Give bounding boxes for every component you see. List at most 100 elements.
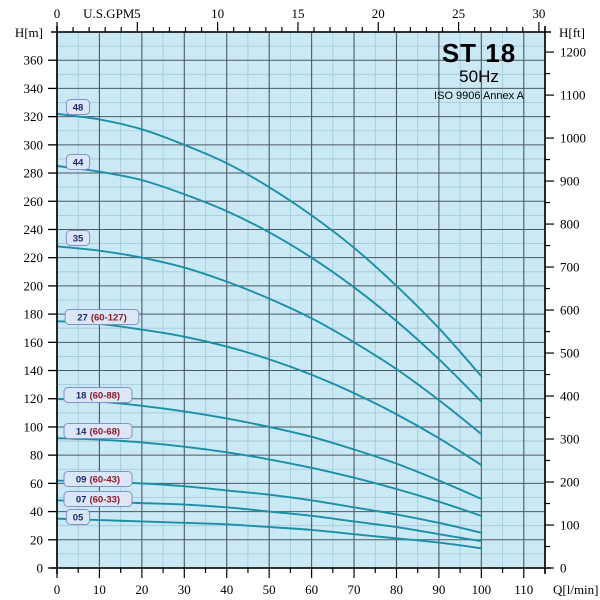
tick-label-right: 300 bbox=[560, 432, 580, 447]
axis-title-left: H[m] bbox=[15, 25, 43, 40]
tick-label-right: 800 bbox=[560, 217, 580, 232]
curve-label-badge bbox=[63, 491, 133, 507]
tick-label-top: 15 bbox=[291, 6, 304, 21]
tick-label-right: 500 bbox=[560, 346, 580, 361]
curve-label-text: 14 (60-68) bbox=[76, 427, 120, 438]
tick-label-left: 120 bbox=[24, 391, 44, 406]
tick-label-bottom: 10 bbox=[93, 582, 106, 597]
curve-label-range: (60-88) bbox=[89, 391, 120, 402]
axis-top-ticks: 0 5 10 15 20 25 30 U.S.GPM bbox=[54, 6, 545, 32]
axis-bottom-ticks: 0 10 20 30 40 50 60 70 80 90 100 110 Q[l/min] bbox=[54, 568, 599, 597]
performance-curve-27 bbox=[56, 320, 483, 466]
curve-label-range: (60-127) bbox=[91, 313, 127, 324]
axis-right-ticks: 0 100 200 300 400 500 600 700 800 900 1000 1100 1200… bbox=[545, 25, 586, 576]
curve-label-range: (60-68) bbox=[89, 427, 120, 438]
tick-label-left: 0 bbox=[37, 561, 44, 576]
axis-left-ticks: 0 20 40 60 80 100 120 140 160 180 200 220 240 260 280 3… bbox=[15, 25, 57, 576]
tick-label-right: 700 bbox=[560, 260, 580, 275]
tick-label-left: 220 bbox=[24, 250, 44, 265]
standard-label: ISO 9906 Annex A bbox=[434, 90, 525, 102]
tick-label-top: 20 bbox=[372, 6, 385, 21]
tick-label-left: 20 bbox=[30, 532, 43, 547]
curve-label-text: 27 (60-127) bbox=[77, 313, 127, 324]
tick-label-left: 80 bbox=[30, 448, 43, 463]
model-title: ST 18 bbox=[442, 38, 516, 68]
tick-label-right: 100 bbox=[560, 518, 580, 533]
tick-label-left: 360 bbox=[24, 53, 44, 68]
tick-label-left: 140 bbox=[24, 363, 44, 378]
curve-label-44: 44 bbox=[65, 154, 91, 170]
curve-label-badge bbox=[65, 509, 91, 525]
tick-label-right: 600 bbox=[560, 303, 580, 318]
axis-title-bottom: Q[l/min] bbox=[553, 582, 599, 597]
curve-label-27: 27 (60-127) bbox=[64, 309, 140, 325]
tick-label-right: 1200 bbox=[560, 45, 586, 60]
tick-label-bottom: 20 bbox=[135, 582, 148, 597]
curve-label-09: 09 (60-43) bbox=[63, 471, 133, 487]
curve-label-35: 35 bbox=[65, 230, 91, 246]
tick-label-top: 0 bbox=[54, 6, 61, 21]
curve-label-18: 18 (60-88) bbox=[63, 387, 133, 403]
tick-label-right: 400 bbox=[560, 389, 580, 404]
curve-label-badge bbox=[63, 423, 133, 439]
curve-label-05: 05 bbox=[65, 509, 91, 525]
tick-label-top: 30 bbox=[532, 6, 545, 21]
tick-label-left: 320 bbox=[24, 109, 44, 124]
axis-title-right: H[ft] bbox=[559, 25, 585, 40]
curve-label-14: 14 (60-68) bbox=[63, 423, 133, 439]
curve-label-number: 27 bbox=[77, 313, 88, 324]
tick-label-bottom: 60 bbox=[305, 582, 318, 597]
curve-label-number: 44 bbox=[73, 158, 84, 169]
curve-label-badge bbox=[63, 471, 133, 487]
tick-label-left: 260 bbox=[24, 194, 44, 209]
curve-label-text: 44 bbox=[73, 158, 84, 169]
curve-label-badge bbox=[64, 309, 140, 325]
tick-label-bottom: 30 bbox=[178, 582, 191, 597]
tick-label-left: 200 bbox=[24, 278, 44, 293]
curve-label-number: 18 bbox=[76, 391, 87, 402]
curve-label-number: 48 bbox=[73, 103, 84, 114]
tick-label-right: 1100 bbox=[560, 88, 586, 103]
tick-label-left: 60 bbox=[30, 476, 43, 491]
curve-label-text: 05 bbox=[73, 513, 84, 524]
tick-label-bottom: 40 bbox=[220, 582, 233, 597]
tick-label-bottom: 110 bbox=[514, 582, 533, 597]
performance-curve-05 bbox=[56, 517, 483, 550]
curve-label-number: 35 bbox=[73, 234, 84, 245]
performance-curve-48 bbox=[56, 112, 483, 378]
axis-title-top: U.S.GPM bbox=[83, 6, 135, 21]
curve-label-07: 07 (60-33) bbox=[63, 491, 133, 507]
curve-label-range: (60-33) bbox=[89, 495, 120, 506]
curve-label-number: 09 bbox=[76, 475, 87, 486]
frequency-label: 50Hz bbox=[459, 67, 499, 86]
tick-label-bottom: 80 bbox=[390, 582, 403, 597]
performance-curve-44 bbox=[56, 165, 483, 403]
curve-label-range: (60-43) bbox=[89, 475, 120, 486]
tick-label-left: 100 bbox=[24, 419, 44, 434]
tick-label-right: 200 bbox=[560, 475, 580, 490]
tick-label-bottom: 100 bbox=[472, 582, 492, 597]
tick-label-top: 10 bbox=[211, 6, 224, 21]
gridlines-major bbox=[56, 31, 545, 569]
curve-label-text: 09 (60-43) bbox=[76, 475, 120, 486]
curve-label-number: 05 bbox=[73, 513, 84, 524]
tick-label-bottom: 0 bbox=[54, 582, 61, 597]
tick-label-right: 1000 bbox=[560, 131, 586, 146]
curve-label-number: 07 bbox=[76, 495, 87, 506]
performance-curve-14 bbox=[56, 437, 483, 517]
tick-label-left: 300 bbox=[24, 137, 44, 152]
curve-label-48: 48 bbox=[65, 99, 91, 115]
performance-curve-18 bbox=[56, 397, 483, 500]
tick-label-bottom: 90 bbox=[432, 582, 445, 597]
tick-label-right: 0 bbox=[560, 561, 567, 576]
tick-label-right: 900 bbox=[560, 174, 580, 189]
tick-label-bottom: 50 bbox=[263, 582, 276, 597]
tick-label-left: 340 bbox=[24, 81, 44, 96]
curve-label-badge bbox=[65, 154, 91, 170]
tick-label-left: 280 bbox=[24, 166, 44, 181]
curve-label-text: 48 bbox=[73, 103, 84, 114]
tick-label-bottom: 70 bbox=[348, 582, 361, 597]
